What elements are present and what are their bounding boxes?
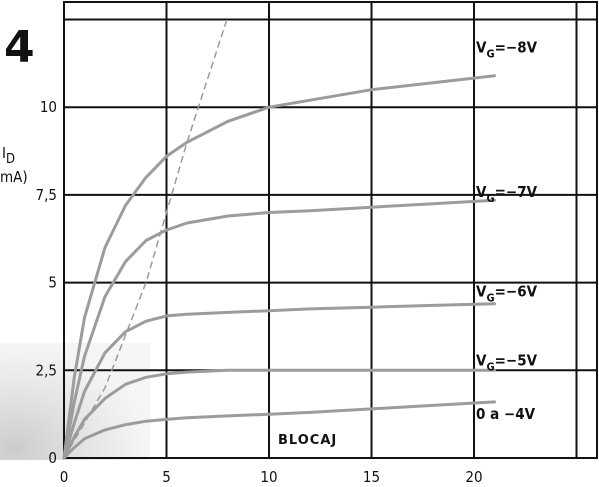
curve-label-rest-3: =−5V bbox=[495, 351, 538, 369]
curve-2 bbox=[62, 302, 496, 460]
curve-label-4: 0 a −4V bbox=[476, 405, 536, 423]
x-tick-label-3: 15 bbox=[363, 468, 380, 486]
curve-label-1: VG=−7V bbox=[476, 183, 538, 205]
curve-3 bbox=[62, 368, 496, 460]
x-tick-label-2: 10 bbox=[260, 468, 277, 486]
curve-0 bbox=[62, 74, 496, 460]
y-tick-labels: 0 2,5 5 7,5 10 bbox=[36, 98, 57, 467]
curve-label-main-0: V bbox=[476, 39, 487, 57]
y-axis-label: ID bbox=[2, 144, 15, 167]
x-tick-label-1: 5 bbox=[162, 468, 171, 486]
x-tick-labels: 0 5 10 15 20 bbox=[60, 468, 483, 486]
curve-label-sub-2: G bbox=[486, 292, 494, 305]
curve-label-main-2: V bbox=[476, 283, 487, 301]
curve-label-2: VG=−6V bbox=[476, 283, 538, 305]
curve-label-sub-1: G bbox=[486, 192, 494, 205]
y-axis-label-sub: D bbox=[6, 152, 15, 167]
y-tick-label-0: 0 bbox=[48, 449, 57, 467]
curve-label-3: VG=−5V bbox=[476, 351, 538, 373]
curve-label-rest-2: =−6V bbox=[495, 283, 538, 301]
y-tick-label-4: 10 bbox=[40, 98, 57, 116]
y-tick-label-2: 5 bbox=[48, 274, 57, 292]
blocaj-annotation: BLOCAJ bbox=[278, 433, 337, 448]
curve-label-rest-0: =−8V bbox=[495, 39, 538, 57]
curve-label-rest-1: =−7V bbox=[495, 183, 538, 201]
curve-1 bbox=[62, 198, 496, 460]
y-tick-label-3: 7,5 bbox=[36, 186, 57, 204]
y-axis-label-main: I bbox=[2, 144, 6, 162]
chart-frame bbox=[63, 1, 598, 459]
x-tick-label-4: 20 bbox=[465, 468, 482, 486]
curve-label-main-1: V bbox=[476, 183, 487, 201]
curve-label-sub-3: G bbox=[486, 360, 494, 373]
curve-label-0: VG=−8V bbox=[476, 39, 538, 61]
curve-label-main-3: V bbox=[476, 351, 487, 369]
y-axis-unit: mA) bbox=[0, 168, 28, 186]
characteristic-curves bbox=[62, 74, 496, 460]
x-tick-label-0: 0 bbox=[60, 468, 69, 486]
curve-label-main-4: 0 a −4V bbox=[476, 405, 536, 423]
plot-border bbox=[63, 1, 598, 459]
curve-4 bbox=[62, 400, 496, 460]
figure-number: 4 bbox=[4, 22, 35, 73]
y-tick-label-1: 2,5 bbox=[36, 361, 57, 379]
curve-label-sub-0: G bbox=[486, 48, 494, 61]
